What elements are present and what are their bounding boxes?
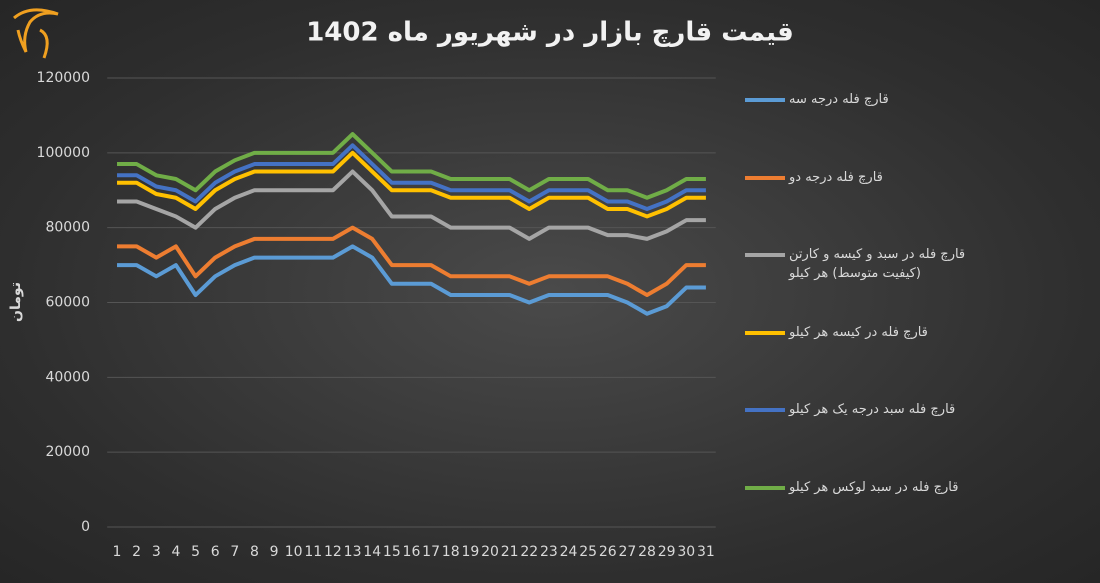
x-tick-label: 3 bbox=[152, 544, 161, 560]
x-tick-label: 13 bbox=[344, 544, 362, 560]
x-tick-label: 9 bbox=[270, 544, 279, 560]
x-tick-label: 24 bbox=[560, 544, 578, 560]
legend-item: قارچ فله در کیسه هر کیلو bbox=[745, 323, 1005, 342]
series-line bbox=[117, 150, 706, 219]
series-line bbox=[117, 132, 706, 200]
y-tick-label: 60000 bbox=[45, 295, 90, 311]
x-tick-label: 16 bbox=[403, 544, 421, 560]
y-tick-label: 0 bbox=[81, 519, 90, 535]
legend-swatch bbox=[745, 485, 785, 490]
x-tick-label: 6 bbox=[211, 544, 220, 560]
x-tick-label: 8 bbox=[250, 544, 259, 560]
x-tick-label: 1 bbox=[113, 544, 122, 560]
legend-label: قارچ فله در کیسه هر کیلو bbox=[789, 324, 928, 340]
x-tick-label: 26 bbox=[599, 544, 617, 560]
legend-label: قارچ فله سبد درجه یک هر کیلو bbox=[789, 402, 956, 417]
legend-swatch bbox=[745, 253, 785, 257]
legend-swatch bbox=[745, 175, 785, 180]
x-tick-label: 27 bbox=[618, 544, 636, 560]
y-tick-label: 100000 bbox=[37, 145, 90, 161]
series-line bbox=[117, 169, 706, 241]
legend-item: قارچ فله در سبد و کیسه و کارتن (کیفیت مت… bbox=[745, 245, 1005, 283]
x-tick-label: 12 bbox=[324, 544, 342, 560]
legend-label: قارچ فله در سبد لوکس هر کیلو bbox=[789, 479, 959, 495]
legend-swatch bbox=[745, 330, 785, 335]
legend-label: قارچ فله درجه دو bbox=[789, 169, 883, 185]
legend-item: قارچ فله در سبد لوکس هر کیلو bbox=[745, 478, 1005, 497]
x-tick-label: 7 bbox=[230, 544, 239, 560]
legend-item: قارچ فله سبد درجه یک هر کیلو bbox=[745, 400, 1005, 419]
x-tick-label: 15 bbox=[383, 544, 401, 560]
series-line bbox=[117, 143, 706, 211]
y-tick-label: 80000 bbox=[45, 220, 90, 236]
x-tick-label: 11 bbox=[304, 544, 322, 560]
x-tick-label: 20 bbox=[481, 544, 499, 560]
x-tick-label: 4 bbox=[171, 544, 180, 560]
legend-label: قارچ فله در سبد و کیسه و کارتن (کیفیت مت… bbox=[789, 247, 966, 281]
y-tick-label: 20000 bbox=[45, 444, 90, 460]
x-tick-label: 28 bbox=[638, 544, 656, 560]
legend-item: قارچ فله درجه دو bbox=[745, 168, 1005, 187]
x-tick-label: 31 bbox=[697, 544, 715, 560]
x-tick-label: 29 bbox=[658, 544, 676, 560]
chart-title: قیمت قارچ بازار در شهریور ماه 1402 bbox=[306, 18, 794, 48]
legend-item: قارچ فله درجه سه bbox=[745, 90, 1005, 109]
x-tick-label: 22 bbox=[520, 544, 538, 560]
legend-label: قارچ فله درجه سه bbox=[789, 92, 889, 107]
x-tick-label: 5 bbox=[191, 544, 200, 560]
x-tick-label: 23 bbox=[540, 544, 558, 560]
legend-swatch bbox=[745, 408, 785, 412]
x-tick-label: 10 bbox=[285, 544, 303, 560]
x-tick-label: 21 bbox=[501, 544, 519, 560]
y-axis-label: تومان bbox=[8, 282, 24, 322]
x-tick-label: 25 bbox=[579, 544, 597, 560]
series-line bbox=[117, 244, 706, 316]
x-tick-label: 17 bbox=[422, 544, 440, 560]
logo bbox=[13, 8, 59, 59]
x-tick-label: 19 bbox=[461, 544, 479, 560]
legend-swatch bbox=[745, 98, 785, 102]
series-line bbox=[117, 225, 706, 298]
x-tick-label: 2 bbox=[132, 544, 141, 560]
y-tick-label: 120000 bbox=[37, 70, 90, 86]
x-tick-label: 30 bbox=[677, 544, 695, 560]
y-tick-label: 40000 bbox=[45, 369, 90, 385]
x-tick-label: 14 bbox=[363, 544, 381, 560]
x-tick-label: 18 bbox=[442, 544, 460, 560]
